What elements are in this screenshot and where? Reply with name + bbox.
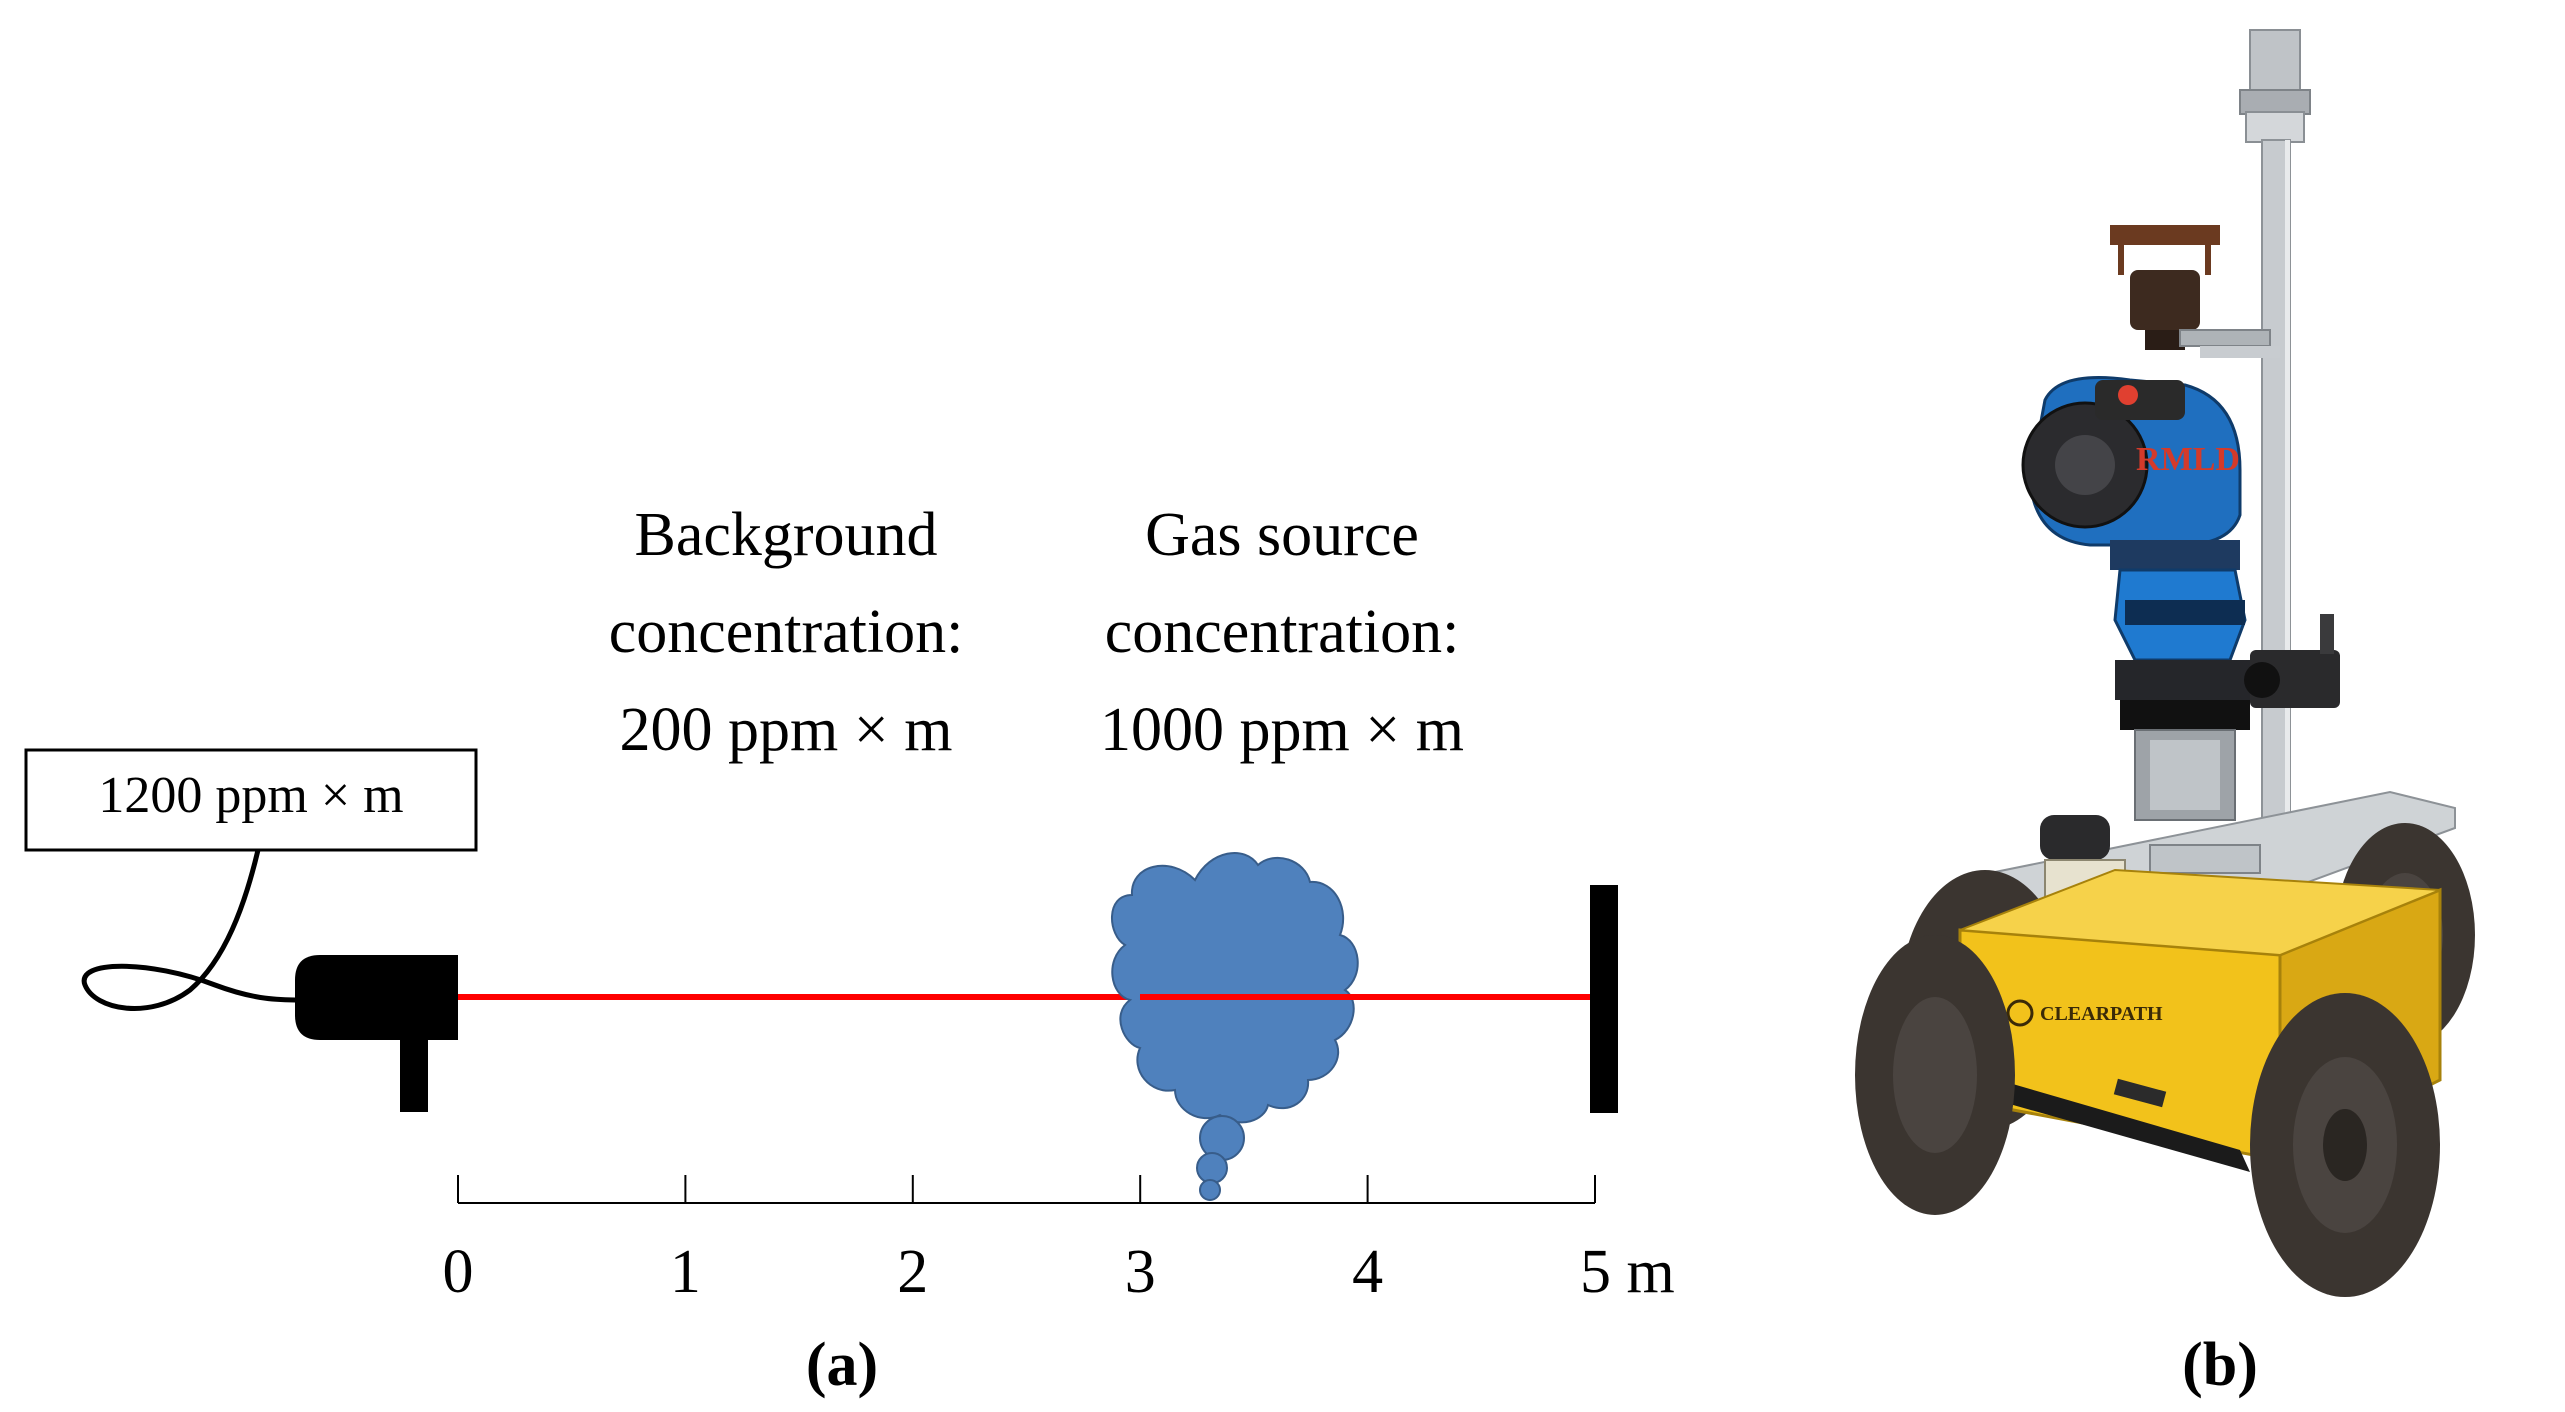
clearpath-logo-icon [2006, 999, 2034, 1027]
anemometer [2110, 225, 2280, 358]
background-label-value: 200 ppm × m [620, 696, 953, 764]
source-concentration-label: Gas source concentration: 1000 ppm × m [1100, 501, 1464, 764]
side-camera [2244, 614, 2340, 708]
gas-detector-device [295, 955, 458, 1112]
panel-a: 1200 ppm × m Background concentration: 2… [24, 501, 1675, 1399]
rmld-brand-text: RMLD [2136, 441, 2240, 478]
background-label-line2: concentration: [609, 598, 964, 666]
source-label-line2: concentration: [1105, 598, 1460, 666]
scale-tick-label: 5 m [1580, 1238, 1675, 1306]
panel-b: RMLD [1855, 29, 2475, 1399]
distance-scale: 0 1 2 3 4 5 m [443, 1175, 1675, 1306]
background-concentration-label: Background concentration: 200 ppm × m [609, 501, 964, 764]
scale-ticks: 0 1 2 3 4 5 m [443, 1175, 1675, 1306]
source-label-value: 1000 ppm × m [1100, 696, 1464, 764]
scale-tick-label: 0 [443, 1238, 474, 1306]
reflector-target [1590, 885, 1618, 1113]
detector-cable [81, 849, 301, 1011]
detector-reading-box: 1200 ppm × m [24, 748, 478, 852]
detector-reading-text: 1200 ppm × m [98, 767, 403, 824]
scale-tick-label: 4 [1352, 1238, 1383, 1306]
panel-a-caption: (a) [806, 1331, 878, 1399]
rmld-sensor-head: RMLD [2021, 376, 2242, 547]
scale-tick-label: 3 [1125, 1238, 1156, 1306]
background-label-line1: Background [634, 501, 937, 569]
front-wheels [1855, 935, 2440, 1297]
chassis-brand-text: CLEARPATH [2040, 1003, 2163, 1025]
mast-top-sensor [2249, 29, 2301, 93]
source-label-line1: Gas source [1145, 501, 1419, 569]
scale-tick-label: 2 [897, 1238, 928, 1306]
gas-cloud [1111, 852, 1359, 1201]
scale-tick-label: 1 [670, 1238, 701, 1306]
panel-b-caption: (b) [2182, 1331, 2258, 1399]
pan-tilt-unit [2110, 540, 2255, 730]
robot-illustration: RMLD [1855, 29, 2475, 1297]
